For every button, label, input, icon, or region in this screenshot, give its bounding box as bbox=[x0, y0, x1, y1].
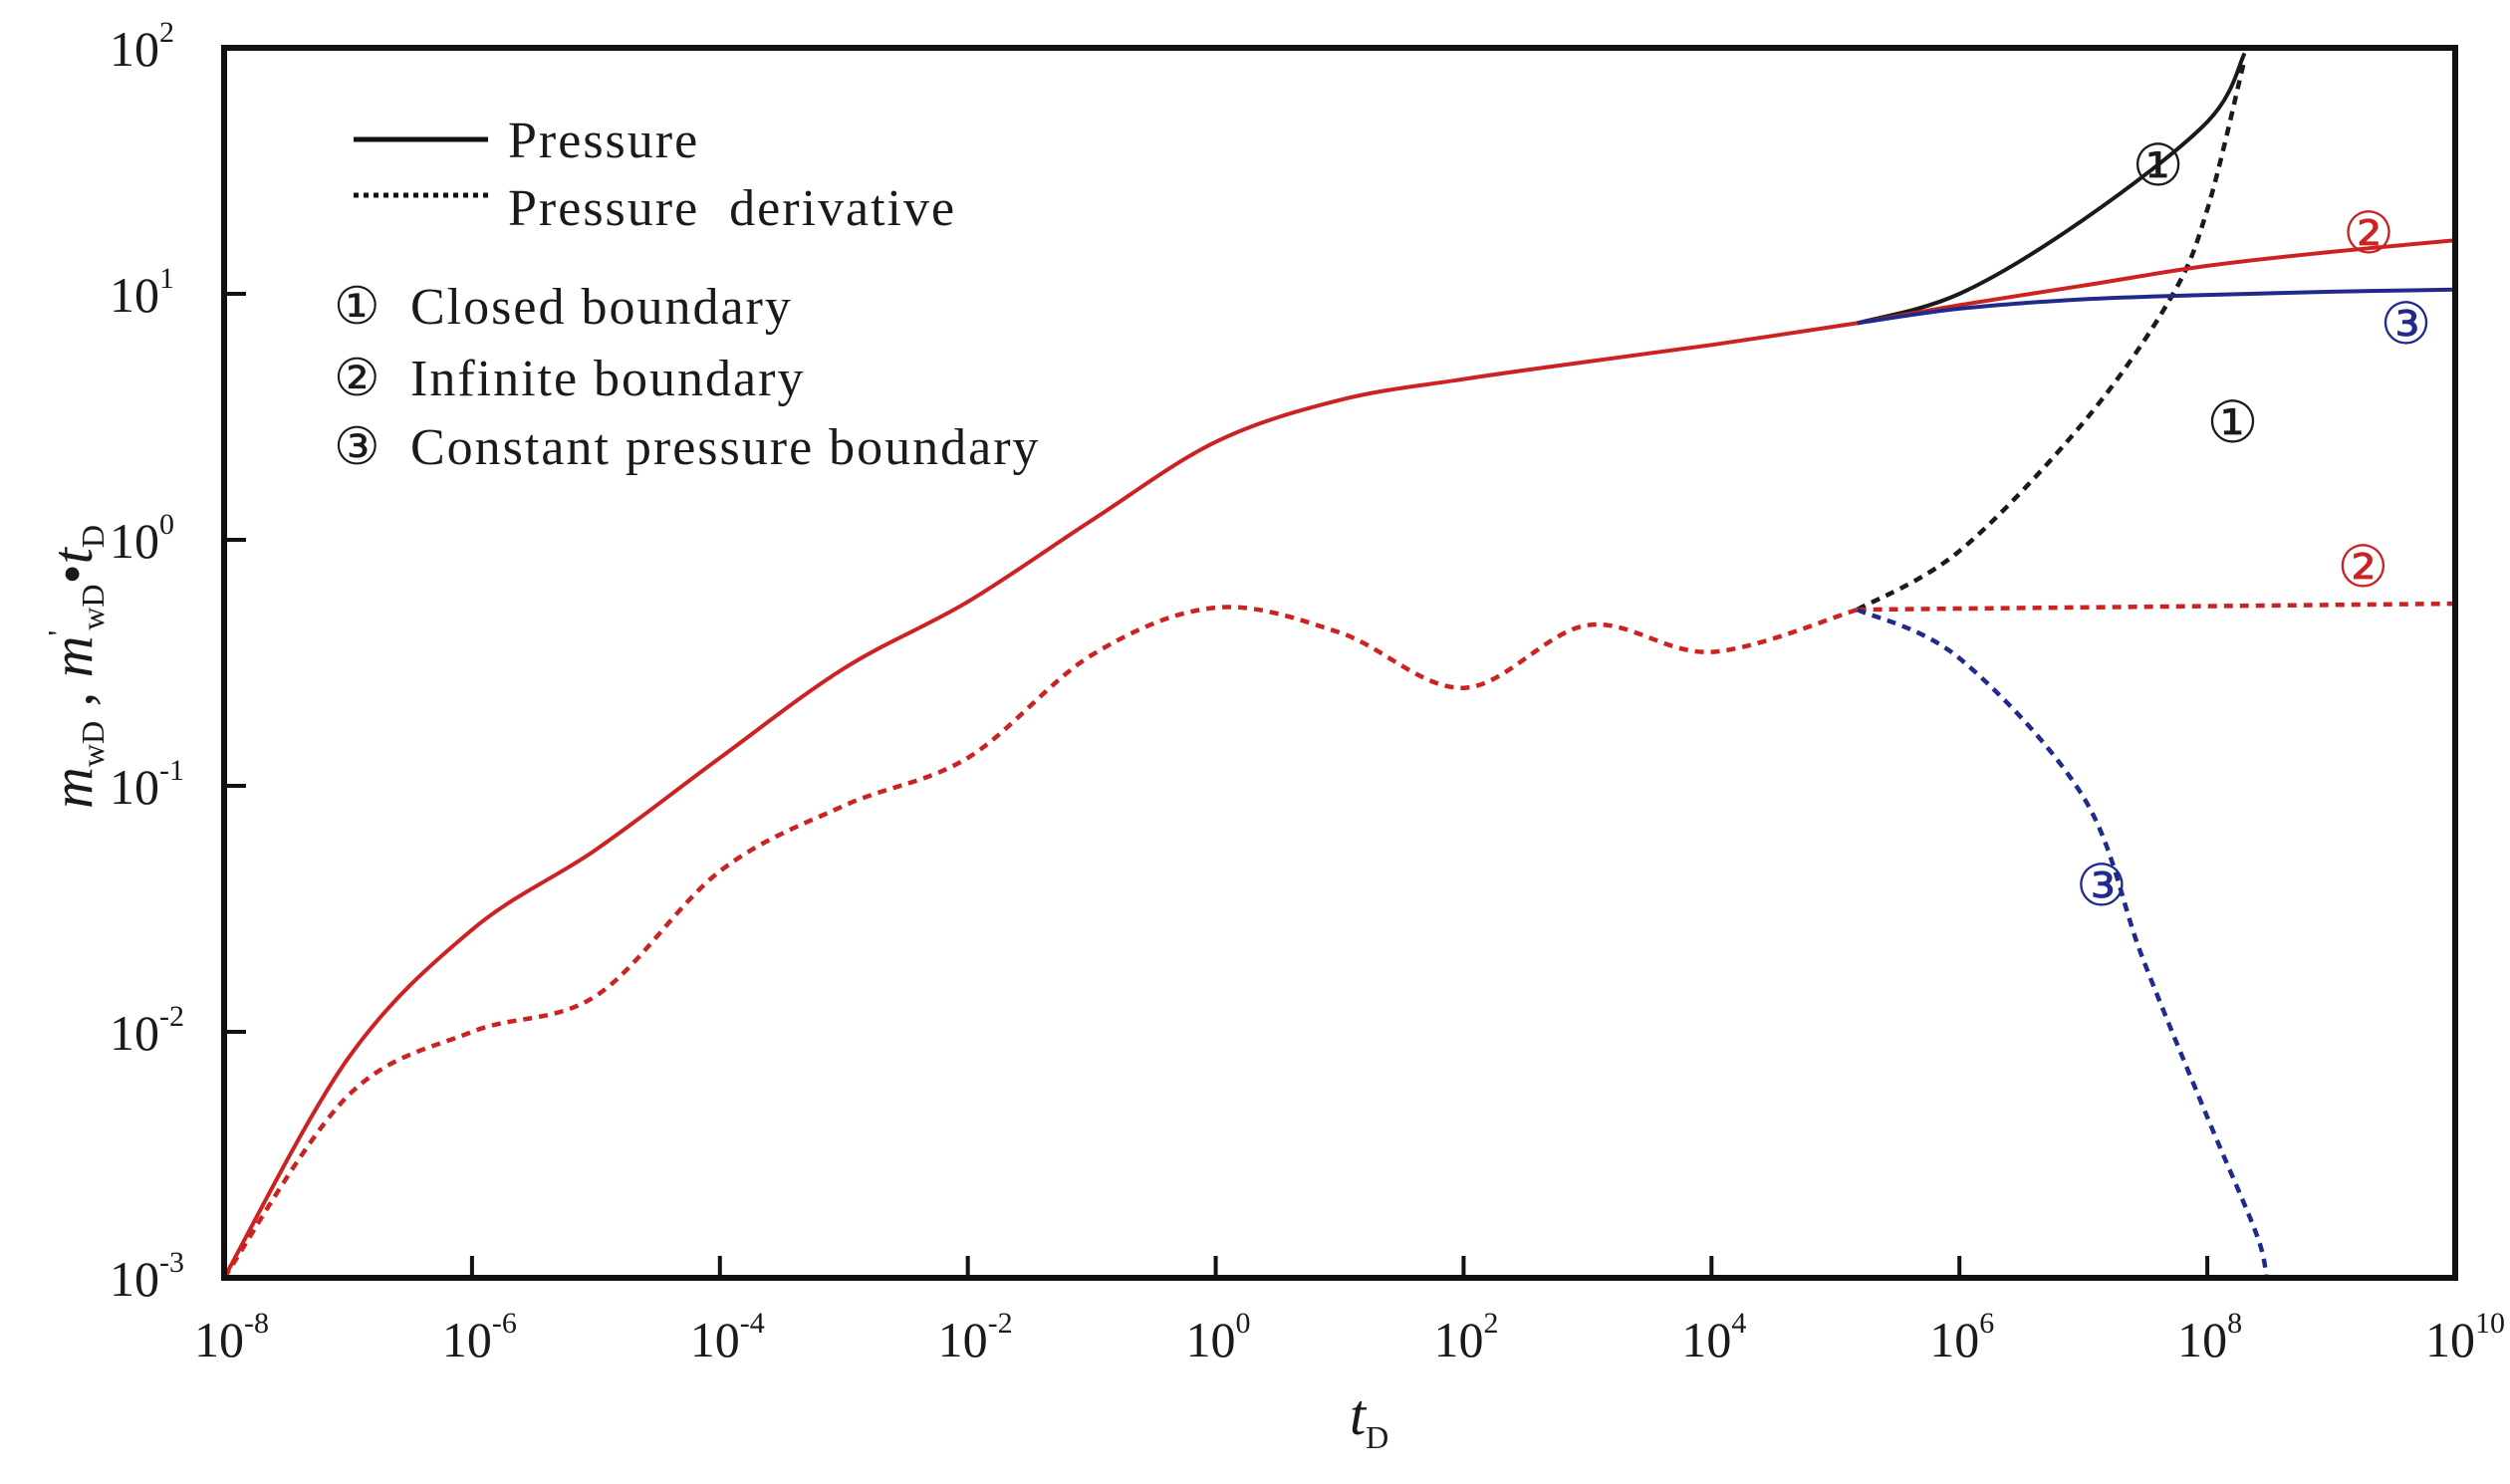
curve-annotation-label: ① bbox=[2207, 390, 2259, 455]
x-tick-label: 102 bbox=[1433, 1307, 1498, 1367]
y-tick-label: 101 bbox=[110, 262, 174, 323]
annotation-layer: ① ② ③ ① ② ③ bbox=[2076, 133, 2432, 918]
series-4-pressure-curve bbox=[1857, 238, 2455, 326]
x-axis-title: tD bbox=[1350, 1382, 1388, 1455]
legend-infinite-boundary-label: Infinite boundary bbox=[410, 351, 805, 407]
y-tick-label: 10-3 bbox=[110, 1246, 184, 1307]
tick-layer: 10-8 10-6 10-4 10-2 100 102 104 106 108 1010 10-3 1… bbox=[110, 16, 2505, 1367]
curve-annotation-label: ② bbox=[2343, 201, 2394, 266]
curve-annotation-label: ③ bbox=[2076, 854, 2128, 918]
series-7-derivative-curve bbox=[1856, 608, 2269, 1278]
x-tick-label: 100 bbox=[1186, 1307, 1251, 1367]
y-tick-label: 102 bbox=[110, 16, 174, 77]
series-6-pressure-curve bbox=[1857, 287, 2455, 326]
y-tick-label: 10-1 bbox=[110, 754, 184, 815]
legend-derivative-label: Pressure derivative bbox=[508, 180, 956, 237]
legend-marker-infinite: ② bbox=[334, 351, 382, 407]
y-axis-title: mwD , m'wD•tD bbox=[40, 525, 111, 809]
curve-layer bbox=[224, 52, 2455, 1278]
curve-annotation-label: ③ bbox=[2380, 292, 2431, 357]
y-tick-label: 100 bbox=[110, 508, 174, 569]
legend-closed-boundary-label: Closed boundary bbox=[410, 279, 793, 336]
legend-marker-closed: ① bbox=[334, 279, 382, 336]
x-tick-label: 10-6 bbox=[442, 1307, 517, 1367]
series-0-pressure-curve bbox=[224, 321, 1858, 1278]
x-tick-label: 104 bbox=[1681, 1307, 1746, 1367]
curve-annotation-label: ② bbox=[2337, 535, 2388, 600]
x-tick-label: 106 bbox=[1929, 1307, 1994, 1367]
y-tick-label: 10-2 bbox=[110, 1000, 184, 1061]
x-tick-label: 10-2 bbox=[938, 1307, 1013, 1367]
legend: Pressure Pressure derivative ① Closed bo… bbox=[334, 113, 1041, 476]
curve-annotation-label: ① bbox=[2133, 133, 2184, 198]
series-3-derivative-curve bbox=[1856, 58, 2247, 613]
x-tick-label: 10-4 bbox=[690, 1307, 765, 1367]
legend-pressure-label: Pressure bbox=[508, 113, 699, 169]
x-tick-label: 10-8 bbox=[194, 1307, 269, 1367]
x-tick-label: 1010 bbox=[2425, 1307, 2505, 1367]
x-tick-label: 108 bbox=[2177, 1307, 2242, 1367]
plot-frame bbox=[221, 45, 2458, 1281]
legend-marker-constant: ③ bbox=[334, 419, 382, 476]
series-2-pressure-curve bbox=[1857, 52, 2247, 326]
legend-constant-pressure-label: Constant pressure boundary bbox=[410, 419, 1041, 476]
